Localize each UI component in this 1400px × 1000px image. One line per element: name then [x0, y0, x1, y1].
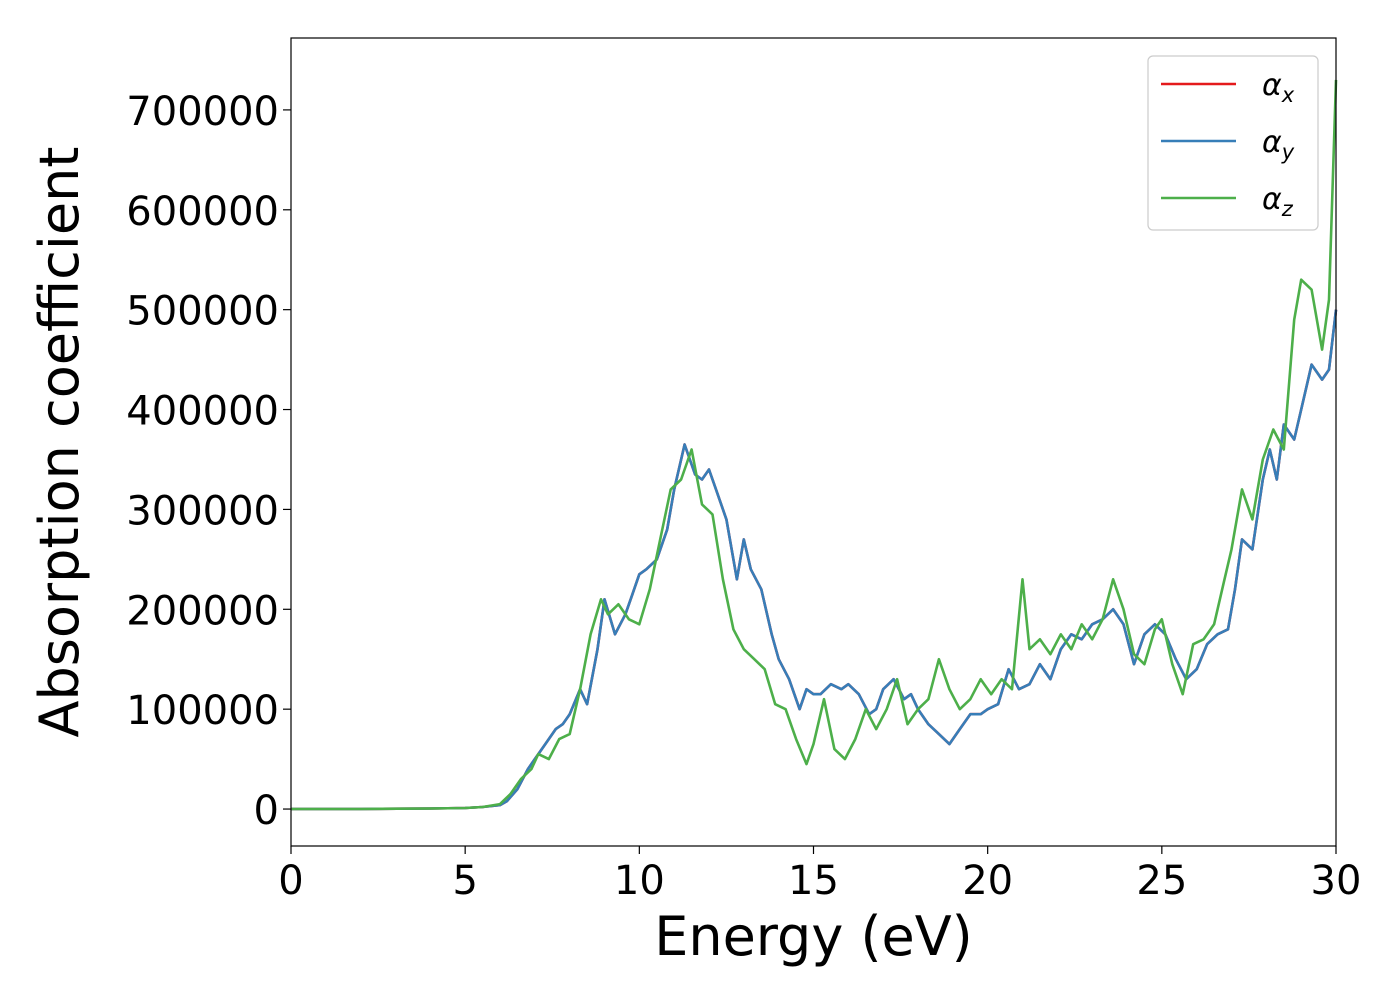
- x-tick-label: 25: [1136, 858, 1187, 904]
- legend-label-x: αx: [1262, 68, 1295, 107]
- series-line-z: [291, 79, 1338, 811]
- y-tick-label: 0: [254, 788, 279, 834]
- x-tick-label: 5: [452, 858, 477, 904]
- x-tick-label: 30: [1311, 858, 1362, 904]
- y-tick-label: 700000: [126, 89, 279, 135]
- series-layer: [291, 79, 1338, 811]
- x-axis: 0 5 10 15 20 25 30: [278, 846, 1361, 904]
- legend-box: [1147, 55, 1319, 231]
- x-tick-label: 10: [614, 858, 665, 904]
- y-tick-label: 500000: [126, 289, 279, 335]
- legend-label-y: αy: [1262, 125, 1295, 164]
- y-tick-label: 200000: [126, 588, 279, 634]
- y-axis: 0 100000 200000 300000 400000 500000 600000 700…: [126, 89, 291, 834]
- x-axis-title: Energy (eV): [654, 905, 973, 968]
- x-tick-label: 0: [278, 858, 303, 904]
- series-line-y: [291, 309, 1338, 811]
- x-tick-label: 15: [788, 858, 839, 904]
- legend-label-z: αz: [1262, 182, 1294, 221]
- y-tick-label: 300000: [126, 488, 279, 534]
- legend: αx αy αz: [1147, 55, 1319, 231]
- y-tick-label: 100000: [126, 688, 279, 734]
- y-tick-label: 400000: [126, 389, 279, 435]
- y-axis-title: Absorption coefficient: [28, 147, 91, 738]
- x-tick-label: 20: [962, 858, 1013, 904]
- y-tick-label: 600000: [126, 189, 279, 235]
